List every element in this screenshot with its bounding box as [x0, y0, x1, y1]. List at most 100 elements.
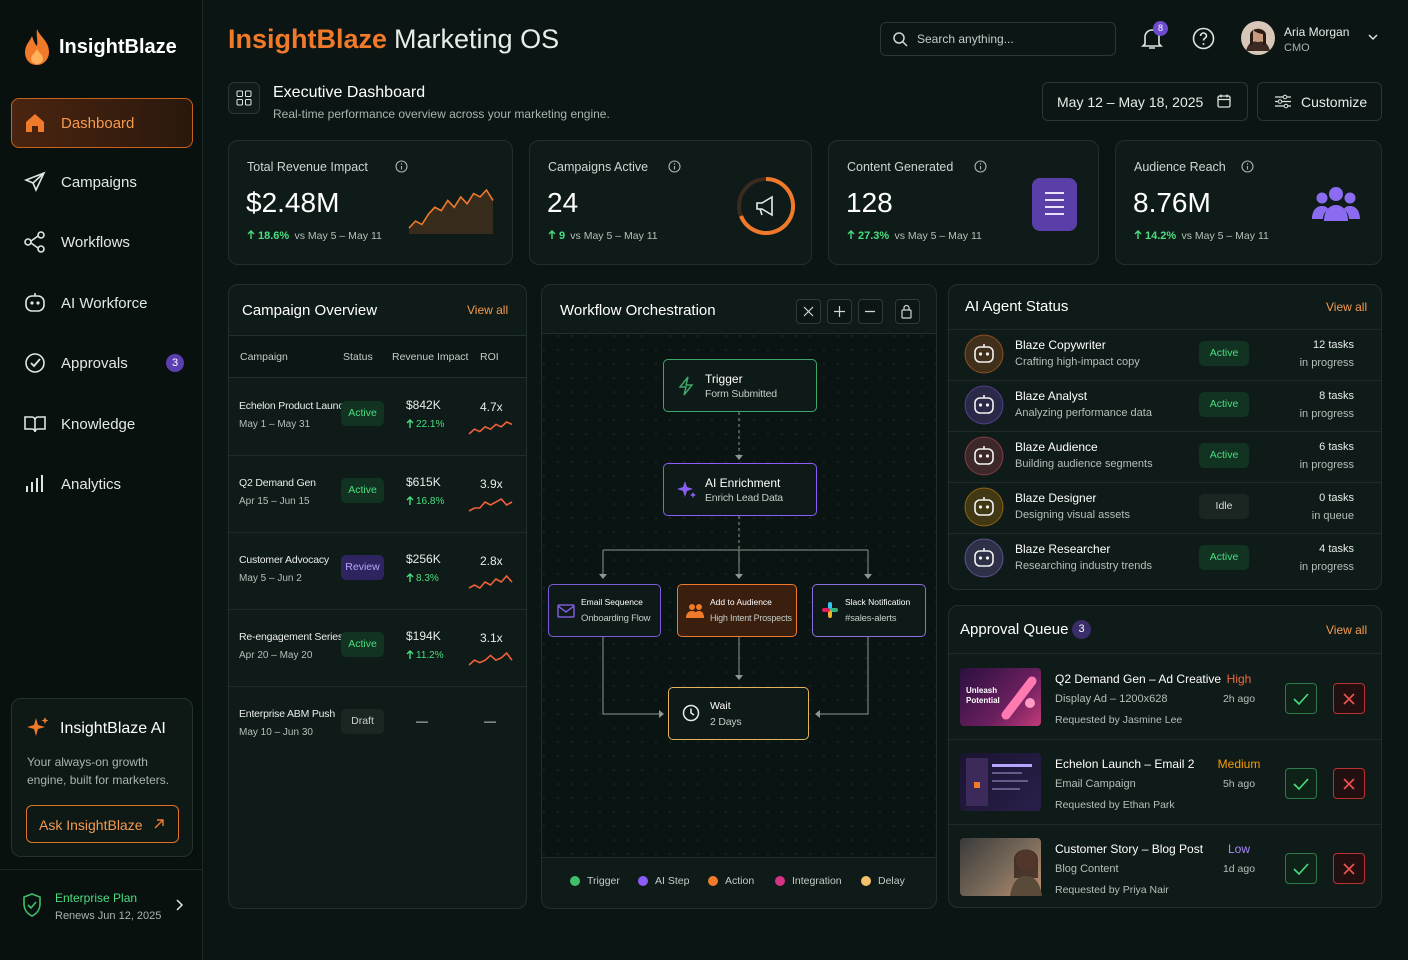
status-pill: Idle [1199, 494, 1249, 519]
approval-age: 2h ago [1222, 693, 1256, 705]
up-arrow [406, 496, 414, 505]
column-header: Revenue Impact [392, 351, 469, 363]
search-icon [893, 32, 908, 47]
agent-desc: Building audience segments [1015, 458, 1153, 470]
campaign-change: 11.2% [416, 650, 444, 661]
nav-icon [25, 293, 45, 312]
row-divider [229, 686, 526, 687]
node-sub: Onboarding Flow [581, 613, 651, 624]
promo-button-label: Ask InsightBlaze [39, 817, 143, 833]
legend-swatch [570, 876, 580, 886]
info-icon [974, 160, 987, 173]
row-divider [949, 482, 1381, 483]
campaign-dates: May 1 – May 31 [239, 419, 311, 430]
row-divider [949, 431, 1381, 432]
kpi-value: 128 [846, 187, 893, 218]
info-icon [1241, 160, 1254, 173]
date-range: May 12 – May 18, 2025 [1057, 94, 1204, 110]
status-pill: Review [341, 555, 384, 580]
view-all-link[interactable]: View all [1326, 623, 1368, 637]
date-range-button[interactable] [1042, 82, 1248, 121]
row-divider [949, 329, 1381, 330]
campaign-change: 16.8% [416, 496, 445, 507]
approval-requester: Requested by Jasmine Lee [1055, 714, 1183, 726]
check-icon [1293, 863, 1309, 876]
thumbnail-art [1001, 676, 1037, 720]
promo-button[interactable] [26, 805, 179, 843]
approve-button[interactable] [1285, 853, 1317, 884]
user-role: CMO [1284, 42, 1310, 54]
sparkline-area [409, 190, 493, 234]
approve-button[interactable] [1285, 768, 1317, 799]
agent-name: Blaze Designer [1015, 491, 1097, 505]
agent-name: Blaze Audience [1015, 440, 1098, 454]
agent-tasks-sub: in queue [1311, 510, 1354, 522]
node-sub: Form Submitted [705, 388, 777, 400]
thumbnail-text: Unleash Potential [966, 686, 1000, 705]
grid-icon [236, 90, 252, 106]
sparkline [468, 651, 513, 666]
approval-type: Blog Content [1055, 863, 1119, 875]
nav-icon [24, 231, 45, 253]
reject-button[interactable] [1333, 768, 1365, 799]
campaign-roi: 2.8x [480, 554, 503, 568]
node-sub: Enrich Lead Data [705, 492, 783, 504]
agent-tasks-sub: in progress [1299, 357, 1354, 369]
agent-panel [948, 284, 1382, 590]
app-title-rest: Marketing OS [394, 24, 560, 54]
table-header-bg [229, 335, 526, 378]
node-title: Wait [710, 700, 731, 712]
customize-label: Customize [1301, 94, 1368, 110]
up-arrow [247, 230, 255, 239]
kpi-value: 8.76M [1133, 187, 1211, 218]
legend-swatch [775, 876, 785, 886]
kpi-compare: vs May 5 – May 11 [1181, 230, 1269, 242]
sparkline [468, 497, 513, 512]
column-header: Campaign [240, 351, 288, 363]
reject-button[interactable] [1333, 853, 1365, 884]
legend-swatch [708, 876, 718, 886]
brand: InsightBlaze [59, 36, 177, 58]
approve-button[interactable] [1285, 683, 1317, 714]
kpi-label: Campaigns Active [548, 160, 649, 174]
panel-divider [542, 857, 936, 858]
panel-divider [949, 653, 1381, 654]
campaign-roi: 4.7x [480, 400, 503, 414]
sliders-icon [1275, 94, 1291, 109]
nav-label: Analytics [61, 476, 122, 493]
x-icon [1343, 778, 1355, 790]
sparkline-line [468, 421, 513, 435]
status-pill: Active [1199, 392, 1249, 417]
agent-tasks: 0 tasks [1319, 492, 1354, 504]
node-icon [682, 704, 700, 722]
user-chevron [1368, 34, 1378, 41]
approval-count: 3 [1072, 620, 1091, 639]
column-header: ROI [480, 351, 499, 363]
canvas-tool[interactable] [895, 299, 920, 324]
approval-title: Q2 Demand Gen – Ad Creative [1055, 672, 1222, 686]
check-icon [1293, 693, 1309, 706]
nav-label: Workflows [61, 234, 130, 251]
panel-divider [542, 333, 936, 334]
status-pill: Draft [341, 709, 384, 734]
row-divider [229, 532, 526, 533]
thumbnail-art [966, 758, 1032, 806]
approval-title: Echelon Launch – Email 2 [1055, 757, 1195, 771]
kpi-change: 14.2% [1145, 230, 1177, 242]
approval-type: Email Campaign [1055, 778, 1136, 790]
campaign-name: Re-engagement Series [239, 631, 343, 643]
panel-title: Campaign Overview [242, 302, 378, 319]
node-title: Slack Notification [845, 597, 911, 607]
kpi-change: 27.3% [858, 230, 890, 242]
promo-title: InsightBlaze AI [60, 720, 166, 737]
node-sub: 2 Days [710, 716, 742, 728]
workflow-node[interactable] [677, 584, 797, 637]
agent-name: Blaze Copywriter [1015, 338, 1106, 352]
node-icon [822, 602, 838, 618]
approval-thumbnail [960, 668, 1041, 726]
view-all-link[interactable]: View all [467, 303, 509, 317]
view-all-link[interactable]: View all [1326, 300, 1368, 314]
approval-age: 1d ago [1222, 863, 1256, 875]
search-box[interactable] [880, 22, 1116, 56]
